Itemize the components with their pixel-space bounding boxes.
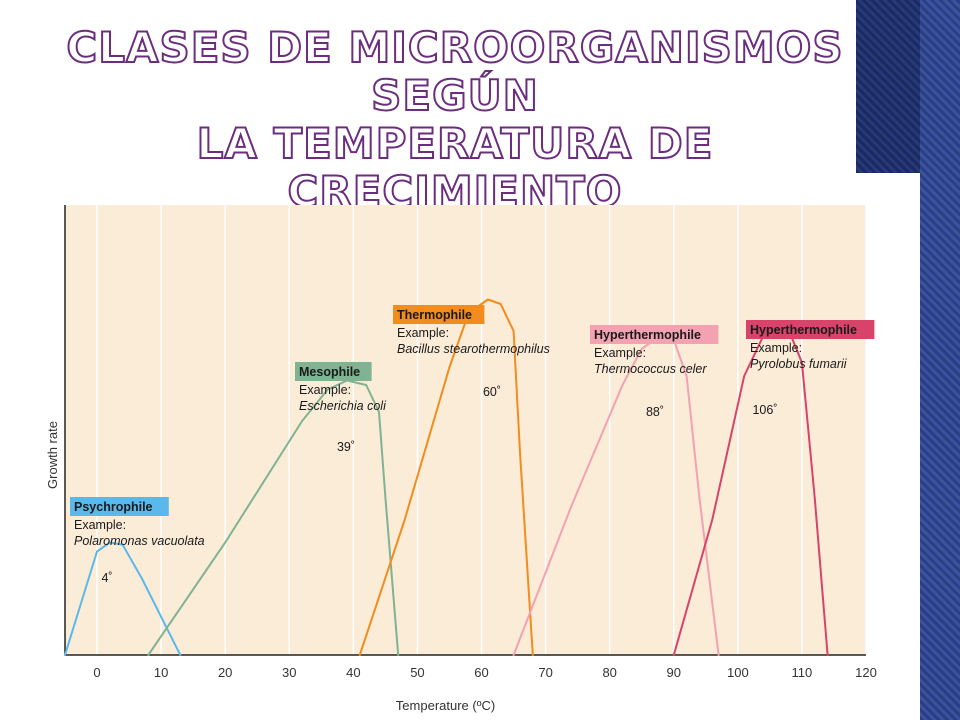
x-tick-label: 70 bbox=[538, 665, 552, 680]
series-name-label: Psychrophile bbox=[74, 500, 153, 514]
x-tick-label: 90 bbox=[667, 665, 681, 680]
x-axis-title: Temperature (ºC) bbox=[396, 698, 495, 713]
series-name-label: Hyperthermophile bbox=[594, 328, 701, 342]
x-tick-label: 20 bbox=[218, 665, 232, 680]
x-tick-label: 30 bbox=[282, 665, 296, 680]
x-tick-label: 100 bbox=[727, 665, 749, 680]
x-tick-label: 50 bbox=[410, 665, 424, 680]
y-axis-title: Growth rate bbox=[45, 421, 60, 489]
series-example-label: Example: bbox=[299, 383, 351, 397]
series-name-label: Hyperthermophile bbox=[750, 323, 857, 337]
series-label-box bbox=[590, 325, 719, 344]
series-optimum-label: 39˚ bbox=[337, 440, 355, 454]
slide-title-line-2: la temperatura de crecimiento bbox=[196, 119, 714, 217]
x-tick-label: 110 bbox=[792, 665, 813, 680]
slide-title: Clases de microorganismos según la tempe… bbox=[40, 23, 870, 217]
x-tick-label: 120 bbox=[855, 665, 877, 680]
slide-side-stripe bbox=[920, 0, 960, 720]
series-organism-label: Escherichia coli bbox=[299, 399, 387, 413]
series-optimum-label: 88˚ bbox=[646, 405, 664, 419]
series-label-box bbox=[70, 497, 169, 516]
series-example-label: Example: bbox=[594, 346, 646, 360]
series-optimum-label: 106˚ bbox=[752, 403, 777, 417]
series-line bbox=[358, 298, 534, 656]
series-organism-label: Polaromonas vacuolata bbox=[74, 534, 205, 548]
x-tick-label: 80 bbox=[602, 665, 616, 680]
x-tick-label: 60 bbox=[474, 665, 488, 680]
series-name-label: Mesophile bbox=[299, 365, 360, 379]
series-optimum-label: 60˚ bbox=[483, 385, 501, 399]
series-example-label: Example: bbox=[74, 518, 126, 532]
x-tick-label: 0 bbox=[93, 665, 100, 680]
series-organism-label: Pyrolobus fumarii bbox=[750, 357, 848, 371]
slide-title-line-1: Clases de microorganismos según bbox=[65, 23, 844, 121]
slide-corner-block bbox=[856, 0, 920, 173]
series-optimum-label: 4˚ bbox=[101, 571, 112, 585]
x-tick-label: 40 bbox=[346, 665, 360, 680]
series-label-box bbox=[295, 362, 372, 381]
series-organism-label: Thermococcus celer bbox=[594, 362, 707, 376]
series-organism-label: Bacillus stearothermophilus bbox=[397, 342, 550, 356]
plot-background bbox=[65, 205, 866, 655]
series-example-label: Example: bbox=[750, 341, 802, 355]
series-label-box bbox=[393, 305, 485, 324]
series-line bbox=[64, 541, 182, 656]
series-label-box bbox=[746, 320, 875, 339]
series-name-label: Thermophile bbox=[397, 308, 472, 322]
x-tick-label: 10 bbox=[154, 665, 168, 680]
series-example-label: Example: bbox=[397, 326, 449, 340]
